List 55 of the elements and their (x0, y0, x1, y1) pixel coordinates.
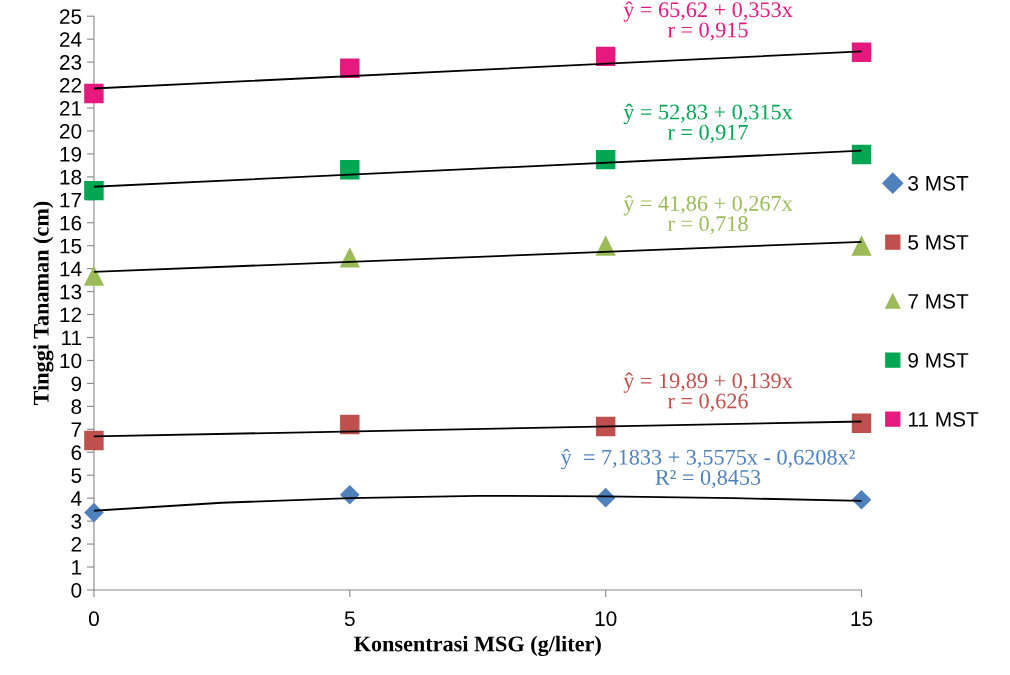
y-tick-label: 9 (71, 376, 82, 392)
y-tick-label: 5 (71, 468, 82, 483)
point (851, 42, 872, 62)
point (84, 430, 104, 451)
y-tick-label: 3 (71, 514, 82, 529)
y-tick-label: 1 (72, 560, 82, 575)
y-tick-label: 24 (60, 32, 82, 47)
y-tick-label: 14 (60, 261, 82, 277)
legend-label: 3 MST (908, 175, 969, 191)
y-tick-label: 23 (60, 55, 82, 70)
annotation: ŷ = 41,86 + 0,267x r = 0,718 (623, 195, 793, 235)
legend-label: 5 MST (908, 234, 969, 250)
x-tick-label: 10 (595, 611, 617, 627)
point (851, 413, 872, 434)
y-tick-label: 13 (60, 284, 82, 300)
legend-label: 7 MST (908, 293, 969, 309)
y-tick-label: 15 (60, 238, 82, 254)
y-tick-label: 12 (60, 307, 82, 323)
annotation: ŷ = 7,1833 + 3,5575x - 0,6208x² R² = 0,8453 (560, 449, 855, 489)
y-tick-label: 10 (60, 353, 82, 369)
legend-label: 11 MST (908, 411, 979, 427)
y-tick-label: 22 (60, 78, 82, 93)
annotation: ŷ = 19,89 + 0,139x r = 0,626 (623, 372, 793, 412)
point (851, 144, 872, 165)
y-axis-title: Tinggi Tanaman (cm) (33, 201, 54, 406)
y-tick-label: 8 (71, 399, 82, 415)
y-tick-label: 4 (71, 491, 82, 506)
point (84, 266, 104, 286)
x-axis-title: Konsentrasi MSG (g/liter) (354, 635, 601, 657)
x-tick-label: 15 (851, 611, 873, 627)
point (340, 414, 360, 435)
y-tick-label: 17 (60, 193, 82, 208)
y-tick-label: 16 (60, 215, 82, 231)
y-tick-label: 7 (71, 422, 82, 437)
legend-label: 9 MST (908, 352, 969, 368)
point (84, 180, 104, 201)
y-tick-label: 21 (60, 101, 82, 116)
point (340, 160, 360, 180)
point (84, 83, 104, 104)
y-tick-label: 0 (71, 582, 82, 598)
x-tick-label: 5 (344, 611, 355, 627)
y-tick-label: 2 (71, 537, 82, 552)
y-tick-label: 25 (60, 9, 82, 24)
y-tick-label: 6 (71, 445, 82, 460)
y-tick-label: 19 (60, 146, 82, 162)
annotation: ŷ = 52,83 + 0,315x r = 0,917 (623, 103, 793, 143)
point (851, 490, 872, 510)
annotation: ŷ = 65,62 + 0,353x r = 0,915 (623, 1, 793, 41)
y-tick-label: 11 (62, 330, 82, 346)
y-tick-label: 20 (60, 123, 82, 139)
point (340, 58, 360, 79)
point (851, 236, 872, 256)
y-tick-label: 18 (60, 169, 82, 185)
x-tick-label: 0 (88, 611, 99, 627)
point (84, 503, 104, 523)
